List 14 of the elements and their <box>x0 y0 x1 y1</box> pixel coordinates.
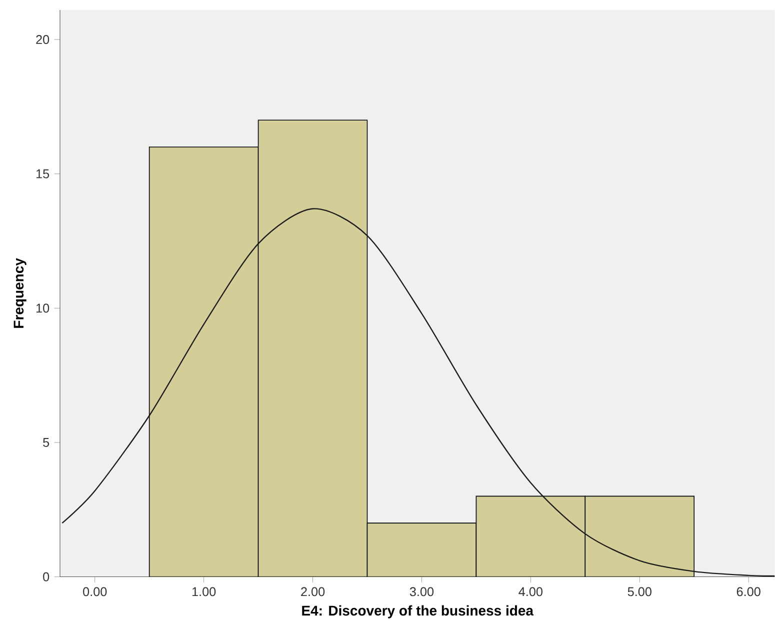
x-axis-title: E4: Discovery of the business idea <box>302 605 534 618</box>
y-tick-label: 5 <box>43 438 50 448</box>
y-axis-title: Frequency <box>14 258 26 328</box>
y-tick-label: 10 <box>36 304 50 313</box>
x-tick-label: 3.00 <box>410 587 434 596</box>
x-tick-label: 0.00 <box>83 587 107 596</box>
x-tick-label: 4.00 <box>518 587 542 596</box>
x-tick-label: 1.00 <box>192 587 216 596</box>
y-tick-label: 0 <box>43 572 50 582</box>
x-tick-label: 5.00 <box>628 587 652 596</box>
x-tick-label: 6.00 <box>736 587 760 596</box>
y-tick-label: 20 <box>36 35 50 44</box>
y-tick-label: 15 <box>36 170 50 178</box>
x-tick-label: 2.00 <box>301 587 325 596</box>
